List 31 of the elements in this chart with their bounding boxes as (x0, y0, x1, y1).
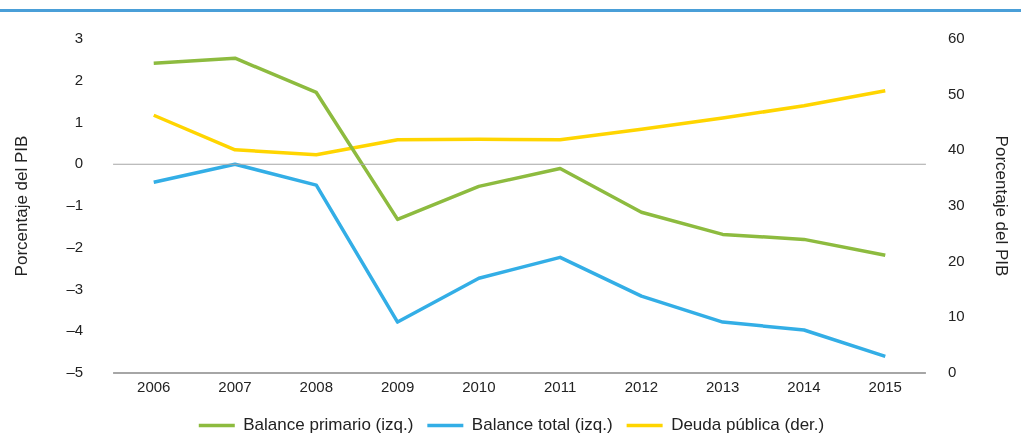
y-tick-label: 1 (74, 112, 84, 130)
y2-tick-label: 50 (947, 84, 965, 102)
x-tick-label: 2009 (380, 378, 415, 396)
x-tick-label: 2008 (299, 378, 333, 396)
x-tick-label: 2015 (868, 378, 902, 396)
x-tick-label: 2006 (137, 378, 171, 396)
y-tick-label: –3 (66, 279, 84, 297)
y2-tick-label: 10 (947, 307, 965, 325)
y-axis-title: Porcentaje del PIB (11, 135, 31, 277)
legend-label: Balance primario (izq.) (243, 415, 414, 435)
legend-label: Balance total (izq.) (471, 415, 613, 435)
y2-tick-label: 0 (947, 363, 957, 381)
x-tick-label: 2013 (706, 378, 740, 396)
x-tick-label: 2010 (462, 378, 496, 396)
y-tick-label: 3 (74, 29, 84, 47)
x-tick-label: 2011 (544, 378, 577, 396)
y-tick-label: 0 (74, 154, 84, 172)
legend-label: Deuda pública (der.) (671, 415, 825, 435)
y2-axis-title: Porcentaje del PIB (992, 135, 1012, 277)
y-tick-label: 2 (74, 70, 84, 88)
y2-tick-label: 40 (947, 140, 965, 158)
x-tick-label: 2007 (218, 378, 252, 396)
y-tick-label: –2 (66, 237, 84, 255)
y-tick-label: –1 (66, 196, 84, 214)
y2-tick-label: 20 (947, 251, 965, 269)
y-tick-label: –5 (66, 363, 84, 381)
y2-tick-label: 30 (947, 196, 965, 214)
y2-tick-label: 60 (947, 29, 965, 47)
y-tick-label: –4 (66, 321, 84, 339)
x-tick-label: 2014 (787, 378, 821, 396)
x-tick-label: 2012 (624, 378, 659, 396)
